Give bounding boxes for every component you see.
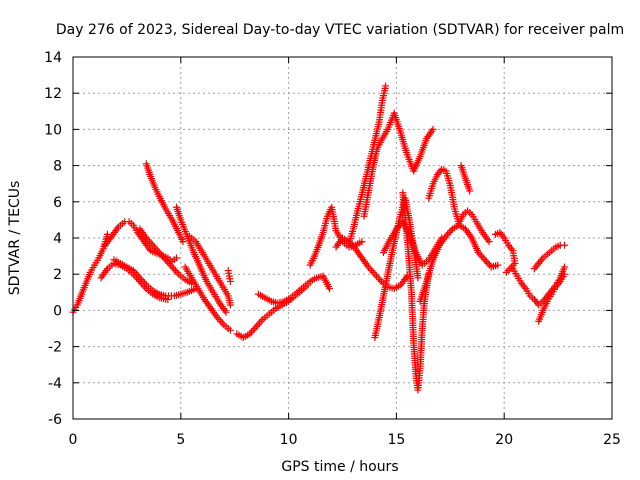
data-point-marker xyxy=(141,283,149,291)
data-point-marker xyxy=(561,241,569,249)
series-track-14 xyxy=(332,234,411,293)
series-track-21 xyxy=(425,165,493,246)
series-track-05 xyxy=(142,160,187,246)
y-tick-label: 12 xyxy=(44,86,62,102)
y-tick-label: -2 xyxy=(48,340,62,356)
y-axis-label: SDTVAR / TECUs xyxy=(7,181,23,296)
series-track-09 xyxy=(181,263,234,334)
x-tick-label: 20 xyxy=(495,432,513,448)
series-track-19 xyxy=(399,189,433,394)
data-point-marker xyxy=(374,274,382,282)
x-tick-label: 15 xyxy=(387,432,405,448)
data-point-marker xyxy=(486,261,494,269)
data-point-marker xyxy=(494,261,502,269)
data-point-marker xyxy=(164,296,172,304)
data-point-marker xyxy=(466,187,474,195)
data-point-marker xyxy=(134,276,142,284)
series-track-22 xyxy=(457,162,474,195)
y-tick-label: 6 xyxy=(53,195,62,211)
data-point-marker xyxy=(179,238,187,246)
data-point-marker xyxy=(376,276,384,284)
y-tick-label: 4 xyxy=(53,231,62,247)
series-track-08 xyxy=(185,232,234,309)
data-point-marker xyxy=(372,272,380,280)
data-point-marker xyxy=(133,274,141,282)
data-point-marker xyxy=(479,254,487,262)
series-track-20 xyxy=(416,221,502,305)
data-point-marker xyxy=(222,308,230,316)
data-point-marker xyxy=(371,270,379,278)
data-point-marker xyxy=(226,326,234,334)
data-point-marker xyxy=(485,238,493,246)
y-tick-label: -6 xyxy=(48,412,62,428)
data-point-marker xyxy=(173,268,181,276)
data-point-marker xyxy=(226,301,234,309)
series-track-16 xyxy=(360,109,437,220)
data-point-marker xyxy=(504,267,512,275)
y-tick-labels: -6 -4 -2 0 2 4 6 8 10 12 14 xyxy=(44,50,62,428)
data-point-marker xyxy=(326,285,334,293)
data-point-marker xyxy=(139,281,147,289)
data-point-marker xyxy=(561,263,569,271)
y-tick-label: 8 xyxy=(53,159,62,175)
data-point-marker xyxy=(170,265,178,273)
data-point-marker xyxy=(167,261,175,269)
data-point-marker xyxy=(482,258,490,266)
series-track-25 xyxy=(530,241,569,273)
data-point-marker xyxy=(255,319,263,327)
x-tick-label: 0 xyxy=(69,432,78,448)
data-point-marker xyxy=(218,319,226,327)
data-point-marker xyxy=(368,267,376,275)
data-point-marker xyxy=(358,238,366,246)
data-point-marker xyxy=(478,252,486,260)
x-tick-label: 5 xyxy=(176,432,185,448)
data-point-marker xyxy=(382,82,390,90)
data-point-marker xyxy=(217,317,225,325)
axis-ticks xyxy=(72,56,613,420)
y-tick-label: 14 xyxy=(44,50,62,66)
data-point-marker xyxy=(226,277,234,285)
series-track-15 xyxy=(345,82,390,247)
data-point-marker xyxy=(147,239,155,247)
data-point-marker xyxy=(251,325,259,332)
data-point-marker xyxy=(481,256,489,264)
series-track-06 xyxy=(136,225,196,287)
series-track-18 xyxy=(379,218,446,269)
data-point-marker xyxy=(445,229,453,237)
series-track-26 xyxy=(535,270,569,325)
series-track-04 xyxy=(97,259,172,304)
data-points xyxy=(69,82,569,394)
chart-title: Day 276 of 2023, Sidereal Day-to-day VTE… xyxy=(56,22,624,38)
data-point-marker xyxy=(150,243,158,251)
x-axis-label: GPS time / hours xyxy=(281,459,398,475)
data-point-marker xyxy=(252,323,260,331)
data-point-marker xyxy=(257,317,265,325)
data-point-marker xyxy=(171,267,179,275)
series-track-07 xyxy=(172,203,230,316)
data-point-marker xyxy=(254,321,262,329)
x-tick-label: 10 xyxy=(280,432,298,448)
data-point-marker xyxy=(136,277,144,285)
y-tick-label: -4 xyxy=(48,376,62,392)
x-tick-labels: 0 5 10 15 20 25 xyxy=(69,432,621,448)
x-tick-label: 25 xyxy=(603,432,621,448)
y-tick-label: 2 xyxy=(53,267,62,283)
data-point-marker xyxy=(414,274,422,282)
series-track-10 xyxy=(224,267,234,285)
data-point-marker xyxy=(168,263,176,271)
y-tick-label: 10 xyxy=(44,122,62,138)
data-point-marker xyxy=(137,279,145,287)
data-point-marker xyxy=(429,125,437,133)
data-point-marker xyxy=(561,270,569,278)
data-point-marker xyxy=(131,272,139,280)
series-track-12 xyxy=(254,272,334,307)
data-point-marker xyxy=(249,326,257,334)
data-point-marker xyxy=(172,254,180,262)
y-tick-label: 0 xyxy=(53,303,62,319)
data-point-marker xyxy=(165,259,173,267)
data-point-marker xyxy=(502,268,510,276)
data-point-marker xyxy=(369,268,377,276)
